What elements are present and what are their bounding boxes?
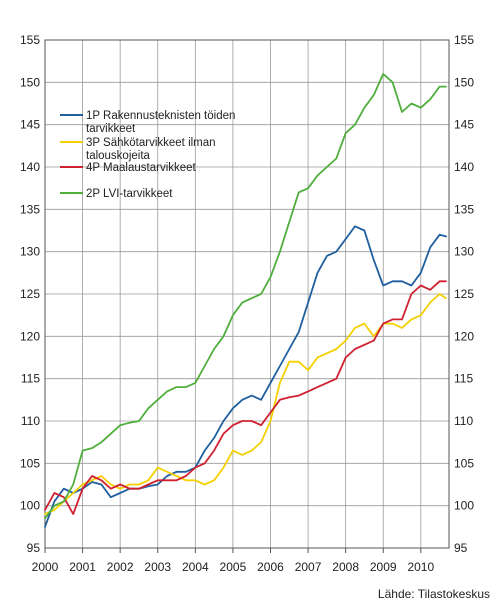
y-tick-label-left: 110 (21, 414, 40, 428)
x-tick-label: 2009 (370, 560, 397, 574)
y-tick-label-left: 105 (20, 456, 40, 470)
y-tick-label-left: 140 (20, 160, 40, 174)
x-tick-label: 2005 (220, 560, 247, 574)
y-tick-label-right: 100 (454, 499, 474, 513)
axis-ticks: 95 95 100 100 105 105 110 110 115 115 120 120 125 125… (20, 33, 474, 574)
y-tick-label-left: 125 (20, 287, 40, 301)
series-line-3 (44, 280, 447, 515)
y-tick-label-right: 95 (454, 541, 468, 555)
source-text: Lähde: Tilastokeskus (378, 587, 490, 601)
y-tick-label-left: 150 (20, 75, 40, 89)
y-tick-label-left: 145 (20, 118, 40, 132)
legend-label-2: 3P Sähkötarvikkeet ilman talouskojeita (86, 137, 216, 162)
x-tick-label: 2002 (107, 560, 134, 574)
y-tick-label-left: 155 (20, 33, 40, 47)
series-lines (44, 73, 447, 528)
x-tick-label: 2006 (257, 560, 284, 574)
y-tick-label-left: 95 (27, 541, 41, 555)
y-tick-label-right: 135 (454, 202, 474, 216)
y-tick-label-left: 115 (21, 372, 40, 386)
plot-frame (44, 39, 450, 549)
y-tick-label-right: 115 (454, 372, 473, 386)
y-tick-label-left: 135 (20, 202, 40, 216)
y-tick-label-left: 130 (20, 245, 40, 259)
y-tick-label-left: 100 (20, 499, 40, 513)
x-tick-label: 2008 (332, 560, 359, 574)
y-tick-label-right: 140 (454, 160, 474, 174)
y-tick-label-right: 145 (454, 118, 474, 132)
y-tick-label-right: 155 (454, 33, 474, 47)
x-tick-label: 2010 (407, 560, 434, 574)
x-tick-label: 2003 (144, 560, 171, 574)
x-tick-label: 2000 (32, 560, 59, 574)
x-tick-label: 2004 (182, 560, 209, 574)
series-line-4 (44, 73, 447, 520)
y-tick-label-right: 120 (454, 329, 474, 343)
legend-label-1: 1P Rakennusteknisten töiden tarvikkeet (86, 110, 235, 135)
x-tick-label: 2001 (69, 560, 96, 574)
series-line-2 (44, 293, 447, 515)
legend: 1P Rakennusteknisten töiden tarvikkeet3P … (60, 110, 235, 200)
y-tick-label-right: 150 (454, 75, 474, 89)
legend-label-3: 4P Maalaustarvikkeet (86, 162, 197, 174)
y-tick-label-right: 125 (454, 287, 474, 301)
y-tick-label-right: 110 (454, 414, 473, 428)
gridlines (45, 40, 449, 548)
y-tick-label-right: 105 (454, 456, 474, 470)
y-tick-label-left: 120 (20, 329, 40, 343)
x-tick-label: 2007 (295, 560, 322, 574)
y-tick-label-right: 130 (454, 245, 474, 259)
series-line-1 (44, 225, 447, 528)
legend-label-4: 2P LVI-tarvikkeet (86, 188, 173, 200)
